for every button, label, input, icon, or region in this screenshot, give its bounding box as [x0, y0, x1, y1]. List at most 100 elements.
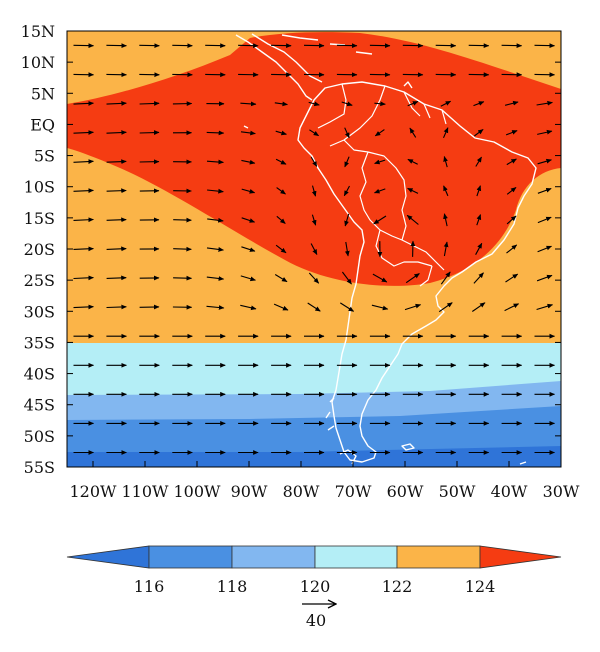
wind-vector [310, 156, 318, 167]
wind-vector [372, 273, 388, 283]
wind-vector [409, 127, 417, 138]
wind-vector [73, 159, 94, 164]
wind-vector [536, 100, 553, 106]
wind-vector [440, 100, 452, 107]
wind-vector [405, 273, 420, 284]
lat-label: 25S [24, 271, 55, 290]
wind-vector [440, 271, 451, 285]
wind-vector [240, 130, 256, 136]
wind-vector [240, 101, 257, 107]
wind-vector [537, 187, 552, 194]
wind-vector [536, 274, 553, 282]
wind-vector [106, 275, 127, 281]
lat-label: EQ [30, 115, 55, 134]
wind-vector [73, 188, 94, 194]
lon-label: 30W [543, 482, 580, 501]
wind-vector [443, 241, 449, 257]
lat-label: 20S [24, 240, 55, 259]
latitude-ticks: 15N 10N 5N EQ 5S 10S 15S 20S 25S 30S 35S 40S 45S 50S 5… [21, 22, 561, 477]
wind-vector [207, 217, 224, 223]
wind-vector [506, 215, 517, 225]
wind-vector [406, 214, 419, 225]
colorbar-label-122: 122 [382, 577, 413, 596]
wind-vector [344, 213, 350, 227]
wind-vector [240, 304, 257, 311]
wind-vector [275, 244, 287, 254]
wind-vector [506, 186, 517, 195]
wind-vector [344, 127, 350, 139]
wind-vector [206, 247, 224, 252]
lat-label: 55S [24, 458, 55, 477]
wind-vector [443, 156, 448, 168]
wind-vector [275, 130, 287, 136]
lon-label: 100W [174, 482, 222, 501]
wind-vector [241, 246, 256, 252]
wind-vector [206, 159, 224, 165]
lat-label: 10N [21, 53, 55, 72]
reference-vector: 40 [302, 604, 336, 630]
longitude-ticks: 120W 110W 100W 90W 80W 70W 60W 50W 40W 30W [70, 461, 580, 501]
wind-vector [373, 215, 387, 225]
colorbar-segment-116-118 [148, 545, 233, 569]
lat-label: 5N [31, 84, 55, 103]
wind-vector [240, 275, 256, 282]
colorbar-segment-120-122 [314, 545, 398, 569]
wind-vector [173, 275, 192, 281]
wind-vector [308, 272, 320, 284]
colorbar-segment-below-116 [66, 545, 150, 569]
lon-label: 70W [335, 482, 372, 501]
wind-vector [139, 101, 160, 106]
lat-label: 15S [24, 209, 55, 228]
reference-vector-label: 40 [306, 611, 326, 630]
lon-label: 90W [231, 482, 268, 501]
wind-vector [537, 158, 552, 165]
colorbar-segment-118-120 [231, 545, 316, 569]
lon-label: 50W [439, 482, 476, 501]
central-america-coast-2 [251, 33, 323, 83]
wind-vector [341, 101, 353, 107]
wind-vector [473, 272, 484, 284]
wind-vector [374, 188, 386, 194]
small-islands [243, 125, 527, 465]
wind-vector [344, 156, 350, 168]
wind-vector [276, 187, 286, 195]
wind-vector [374, 159, 386, 165]
wind-vector [506, 158, 517, 166]
wind-vector [473, 128, 484, 137]
wind-vector [505, 130, 518, 136]
wind-vector [308, 101, 320, 107]
wind-vector [206, 276, 225, 281]
wind-vector [374, 101, 386, 107]
lat-label: 35S [24, 333, 55, 352]
wind-vector [274, 101, 288, 107]
lat-label: 50S [24, 427, 55, 446]
wind-vector [443, 213, 448, 227]
country-borders [317, 83, 447, 287]
wind-vector [273, 303, 289, 311]
wind-vector [206, 130, 225, 136]
wind-vector [206, 305, 225, 310]
wind-vector [106, 304, 127, 310]
wind-vector [173, 246, 192, 252]
wind-vector [407, 100, 419, 107]
wind-vector [438, 302, 453, 313]
wind-vector [106, 188, 127, 194]
wind-vector [475, 156, 482, 167]
wind-vector [173, 217, 192, 223]
wind-vector [106, 159, 127, 165]
wind-vector [537, 129, 553, 135]
wind-vectors [73, 43, 555, 455]
wind-vector [106, 246, 127, 252]
lon-label: 40W [491, 482, 528, 501]
lat-label: 15N [21, 22, 55, 41]
wind-vector [241, 188, 256, 194]
colorbar: 116 118 120 122 124 [66, 545, 562, 596]
wind-vector [536, 303, 553, 311]
wind-vector [73, 246, 94, 252]
lat-label: 10S [24, 178, 55, 197]
lat-label: 45S [24, 396, 55, 415]
colorbar-segment-122-124 [396, 545, 481, 569]
wind-vector [371, 304, 389, 311]
wind-vector [275, 158, 287, 165]
wind-vector [311, 185, 317, 197]
